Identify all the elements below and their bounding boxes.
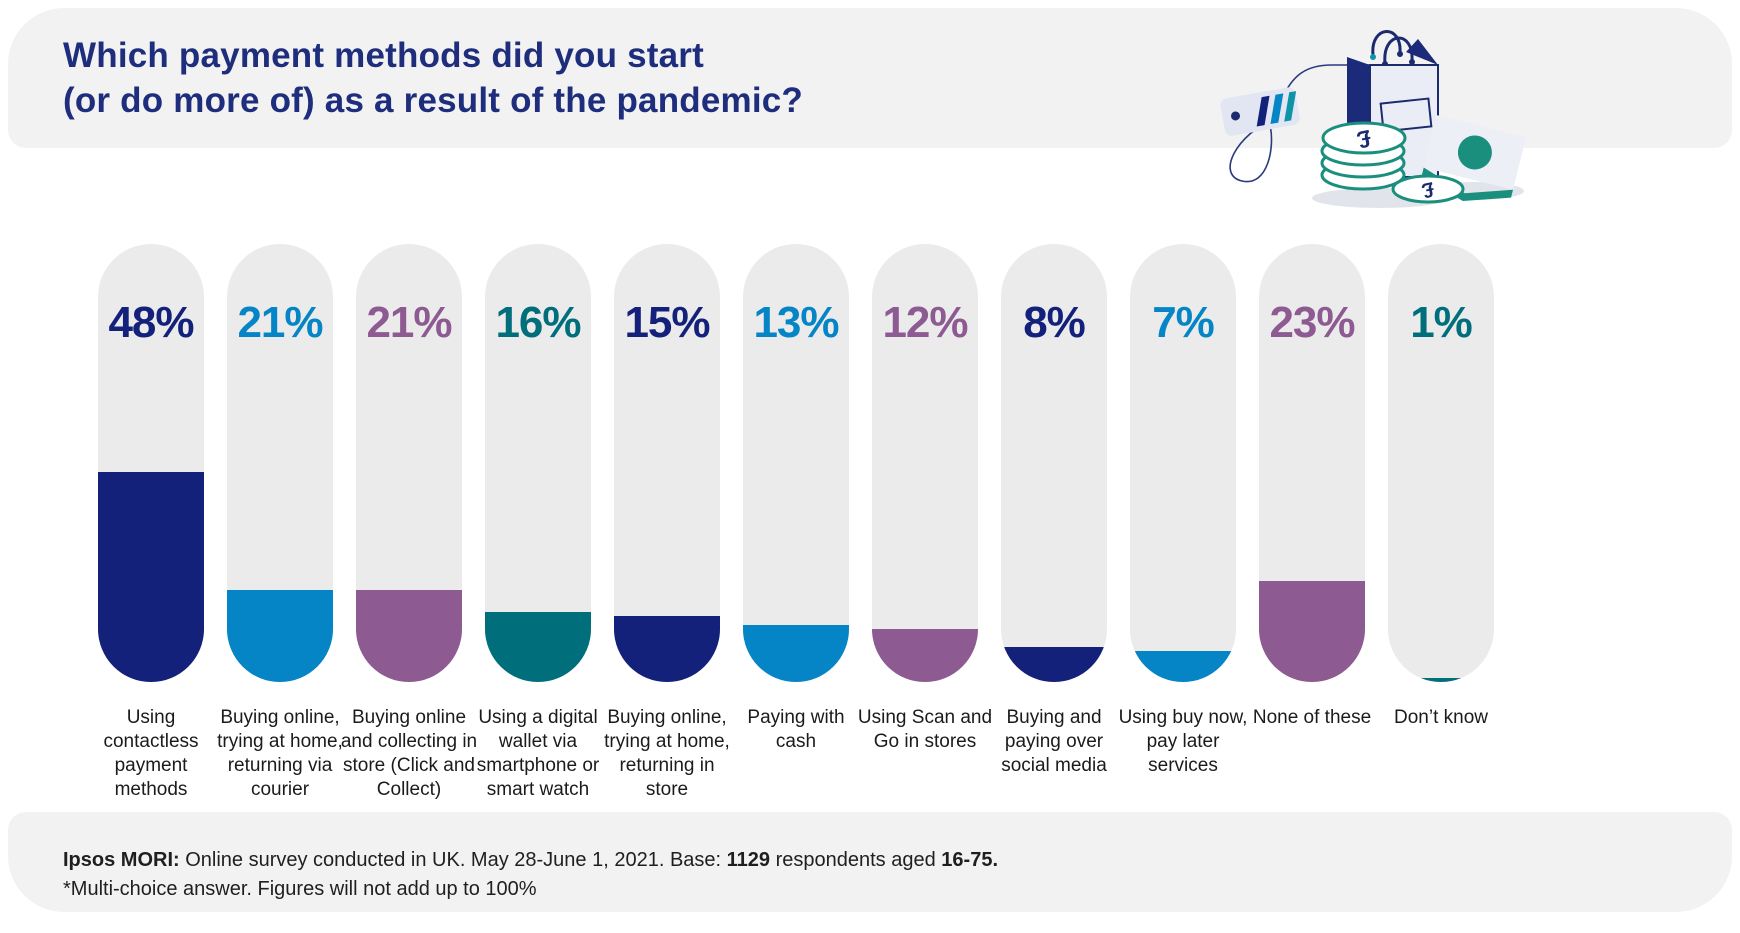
pound-symbol: £ [1354,124,1373,153]
bar-chart: 48% 21% 21% 16% 15% 13% 12% 8% 7% 23% [98,244,1494,682]
bar-value-label: 15% [624,298,710,347]
bar-pill: 16% [485,244,591,682]
banknote-icon [1421,115,1525,201]
source-brand: Ipsos MORI: [63,849,180,871]
bar-pill: 23% [1259,244,1365,682]
bar-category-label: Using buy now, pay later services [1118,707,1248,776]
bar-category-label: Paying with cash [747,707,845,752]
bar-category: Buying online and collecting in store (C… [341,706,477,802]
bar-category-label: Buying online, trying at home, returning… [217,707,343,800]
bar-pill: 15% [614,244,720,682]
bar-value-label: 16% [495,298,581,347]
coin-stack-icon: £ £ [1320,121,1465,204]
bar-pill: 8% [1001,244,1107,682]
bar-category: Using contactless payment methods [98,706,204,802]
bar-pill: 21% [356,244,462,682]
bar-pill: 13% [743,244,849,682]
footnote: *Multi-choice answer. Figures will not a… [63,878,537,900]
bar-category: Don’t know [1388,706,1494,802]
page-title: Which payment methods did you start (or d… [63,33,803,123]
bar-category-label: Using a digital wallet via smartphone or… [476,707,600,800]
title-line-1: Which payment methods did you start [63,36,704,75]
bar-fill [1388,677,1494,682]
category-labels: Using contactless payment methods Buying… [98,706,1494,802]
bar-category: Using a digital wallet via smartphone or… [477,706,600,802]
bar-category: Using buy now, pay later services [1119,706,1248,802]
bar-value-label: 48% [108,298,194,347]
bar-category-label: Buying online, trying at home, returning… [604,707,730,800]
pound-symbol: £ [1419,177,1436,202]
bar-fill [1259,581,1365,682]
bar-category-label: Using Scan and Go in stores [857,707,993,752]
bar-value-label: 23% [1269,298,1355,347]
bar-value-label: 12% [882,298,968,347]
shopping-illustration: £ £ [1220,30,1525,208]
price-tag-icon [1220,87,1300,136]
bar-category: Paying with cash [743,706,849,802]
bar-fill [485,611,591,682]
bar-category-label: Using contactless payment methods [103,707,199,800]
footer-band [8,812,1732,912]
bar-value-label: 21% [237,298,323,347]
bar-pill: 21% [227,244,333,682]
bar-pill: 1% [1388,244,1494,682]
bar-category: Buying online, trying at home, returning… [217,706,343,802]
bar-fill [1001,646,1107,682]
bar-value-label: 8% [1023,298,1086,347]
bar-pill: 12% [872,244,978,682]
bar-value-label: 1% [1410,298,1473,347]
source-note: Ipsos MORI: Online survey conducted in U… [63,849,999,871]
title-line-2: (or do more of) as a result of the pande… [63,81,804,120]
bar-fill [614,616,720,682]
bar-category-label: None of these [1252,707,1372,728]
bar-value-label: 21% [366,298,452,347]
bar-fill [743,625,849,682]
bar-fill [872,629,978,682]
bar-fill [227,590,333,682]
bar-fill [98,471,204,682]
bar-pill: 7% [1130,244,1236,682]
bar-category: None of these [1253,706,1371,802]
bar-fill [1130,651,1236,682]
bar-category: Using Scan and Go in stores [858,706,992,802]
bar-category: Buying online, trying at home, returning… [604,706,730,802]
bar-category-label: Buying and paying over social media [1001,707,1107,776]
bar-value-label: 7% [1152,298,1215,347]
bar-category-label: Don’t know [1394,707,1488,728]
bar-category-label: Buying online and collecting in store (C… [340,707,478,800]
bar-value-label: 13% [753,298,839,347]
bar-pill: 48% [98,244,204,682]
bar-category: Buying and paying over social media [1001,706,1107,802]
bar-fill [356,590,462,682]
